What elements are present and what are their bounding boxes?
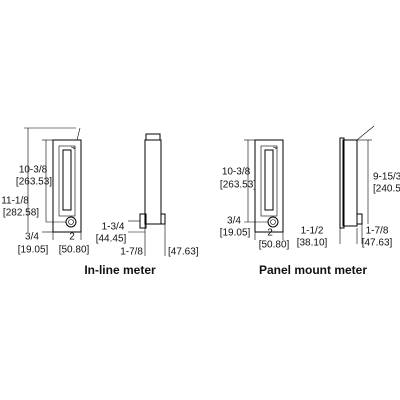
dimension-mm: [47.63]	[168, 247, 199, 258]
dimension-mm: [19.05]	[220, 228, 251, 239]
caption: Panel mount meter	[259, 263, 367, 277]
dimension-inch: 2	[69, 232, 75, 243]
dimension-inch: 11-1/8	[1, 196, 29, 207]
dimension-mm: [263.53]	[220, 180, 256, 191]
dimension-inch: 10-3/8	[222, 167, 251, 178]
dimension-mm: [50.80]	[259, 240, 290, 251]
dimension-inch: 1-3/4	[102, 222, 125, 233]
panel-front-view	[244, 139, 284, 240]
dimension-inch: 3/4	[227, 216, 241, 227]
dimension-mm: [282.58]	[3, 208, 39, 219]
dimension-inch: 1-7/8	[120, 247, 143, 258]
panel-side-view	[339, 125, 375, 244]
inline-front-view	[24, 127, 82, 240]
dimension-mm: [263.53]	[16, 177, 52, 188]
dimension-mm: [50.80]	[59, 245, 90, 256]
dimension-inch: 3/4	[25, 232, 39, 243]
dimension-inch: 1-7/8	[366, 226, 389, 237]
dimension-mm: [44.45]	[96, 234, 127, 245]
dimension-inch: 10-3/8	[19, 165, 48, 176]
dimension-mm: [47.63]	[362, 238, 393, 249]
dimension-mm: [38.10]	[297, 238, 328, 249]
dimension-inch: 2	[267, 228, 273, 239]
dimension-inch: 1-1/2	[301, 226, 324, 237]
dimension-mm: [19.05]	[18, 245, 49, 256]
inline-side-view	[128, 133, 166, 256]
dimension-inch: 9-15/32	[373, 172, 400, 183]
caption: In-line meter	[84, 263, 156, 277]
dimension-mm: [240.51]	[373, 184, 400, 195]
